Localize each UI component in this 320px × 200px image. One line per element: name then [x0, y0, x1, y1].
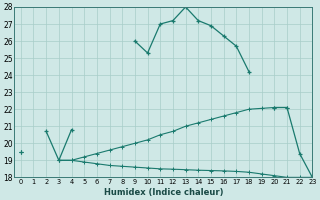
X-axis label: Humidex (Indice chaleur): Humidex (Indice chaleur) — [104, 188, 223, 197]
